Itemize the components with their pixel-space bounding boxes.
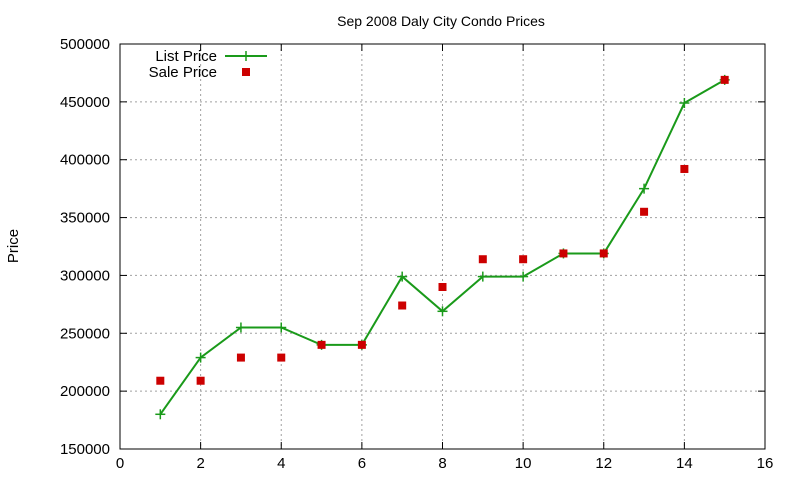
list-price-point bbox=[477, 271, 488, 282]
list-price-point bbox=[235, 322, 246, 333]
x-tick-label: 12 bbox=[595, 455, 612, 472]
sale-price-point bbox=[196, 376, 205, 385]
sale-price-point bbox=[559, 249, 568, 258]
list-price-point bbox=[397, 271, 408, 282]
list-price-point bbox=[195, 352, 206, 363]
axis-ticks bbox=[119, 43, 766, 450]
y-tick-label: 300000 bbox=[60, 267, 110, 284]
x-tick-label: 8 bbox=[438, 455, 446, 472]
sale-price-point bbox=[680, 164, 689, 173]
sale-price-point bbox=[438, 283, 447, 291]
x-tick-labels: 0 2 4 6 8 10 12 14 16 bbox=[116, 455, 774, 472]
sale-price-point bbox=[398, 301, 407, 310]
list-price-point bbox=[276, 322, 287, 333]
list-price-point bbox=[679, 98, 690, 109]
y-tick-label: 500000 bbox=[60, 36, 110, 53]
y-tick-label: 450000 bbox=[60, 94, 110, 111]
legend-marker bbox=[242, 68, 250, 76]
legend-label: List Price bbox=[155, 48, 217, 65]
legend-marker bbox=[241, 51, 251, 61]
sale-price-point bbox=[640, 207, 649, 216]
list-price-point bbox=[639, 183, 650, 194]
sale-price-point bbox=[478, 255, 487, 264]
sale-price-point bbox=[519, 255, 528, 264]
grid bbox=[120, 44, 765, 449]
x-tick-label: 0 bbox=[116, 455, 124, 472]
x-tick-label: 10 bbox=[515, 455, 532, 472]
list-price-point bbox=[518, 271, 529, 282]
sale-price-point bbox=[156, 376, 165, 385]
sale-price-point bbox=[317, 340, 326, 349]
x-tick-label: 14 bbox=[676, 455, 693, 472]
sale-price-point bbox=[599, 249, 608, 258]
chart-title: Sep 2008 Daly City Condo Prices bbox=[337, 13, 545, 29]
sale-price-point bbox=[236, 353, 245, 362]
sale-price-point bbox=[720, 75, 729, 84]
x-tick-label: 4 bbox=[277, 455, 285, 472]
sale-price-point bbox=[357, 340, 366, 349]
x-tick-label: 2 bbox=[196, 455, 204, 472]
y-tick-label: 350000 bbox=[60, 210, 110, 227]
series bbox=[155, 74, 730, 420]
y-tick-label: 200000 bbox=[60, 383, 110, 400]
y-axis-label: Price bbox=[5, 229, 22, 263]
x-tick-label: 16 bbox=[757, 455, 774, 472]
legend-label: Sale Price bbox=[149, 64, 217, 81]
y-tick-label: 250000 bbox=[60, 325, 110, 342]
x-tick-label: 6 bbox=[358, 455, 366, 472]
sale-price-point bbox=[277, 353, 286, 362]
y-tick-label: 150000 bbox=[60, 441, 110, 458]
y-tick-labels: 150000 200000 250000 300000 350000 400000 4500… bbox=[60, 36, 110, 458]
y-tick-label: 400000 bbox=[60, 152, 110, 169]
list-price-point bbox=[155, 409, 166, 420]
list-price-point bbox=[437, 306, 448, 317]
